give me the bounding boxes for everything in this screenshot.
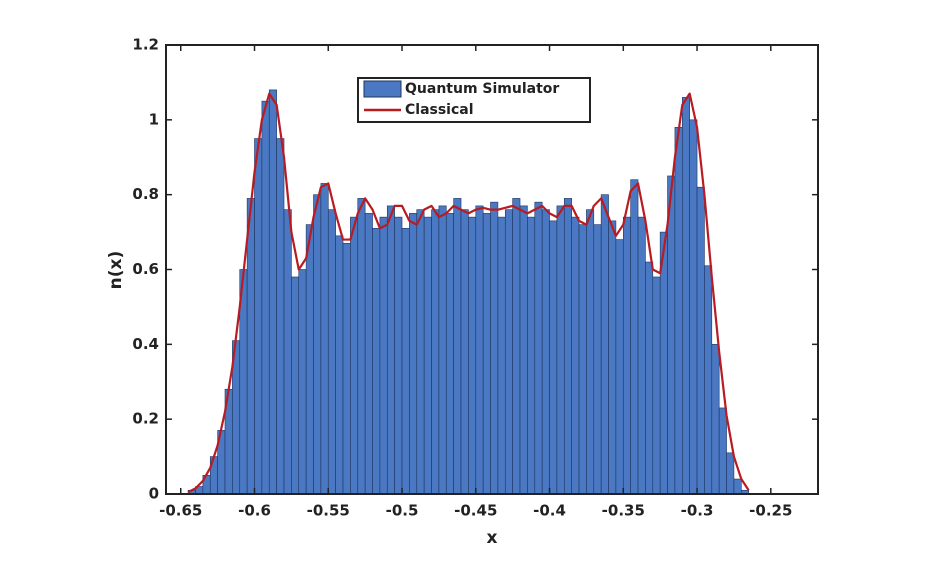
bar	[733, 478, 742, 495]
y-tick-label: 0.6	[132, 260, 159, 278]
bar	[681, 97, 690, 495]
bar	[438, 205, 447, 495]
x-tick-label: -0.35	[602, 502, 645, 520]
legend-swatch	[363, 80, 402, 98]
bar	[504, 209, 513, 495]
x-tick-label: -0.6	[238, 502, 271, 520]
bar	[261, 100, 270, 495]
line	[187, 92, 750, 494]
bar	[696, 186, 705, 495]
bar	[268, 89, 277, 495]
bar	[379, 216, 388, 495]
bar	[608, 220, 617, 495]
bar	[305, 224, 314, 495]
bar	[364, 213, 373, 495]
bar	[342, 243, 351, 495]
y-tick-label: 0	[149, 485, 159, 503]
bar	[704, 265, 713, 495]
bar	[254, 138, 263, 495]
bar	[541, 209, 550, 495]
bar	[527, 216, 536, 495]
y-tick-label: 0.2	[132, 410, 159, 428]
bar	[423, 216, 432, 495]
bar	[519, 205, 528, 495]
bar	[556, 205, 565, 495]
bar	[674, 127, 683, 495]
bar	[711, 344, 720, 495]
bar	[468, 216, 477, 495]
bar	[549, 220, 558, 495]
bar	[431, 209, 440, 495]
bar	[298, 269, 307, 495]
bar	[372, 228, 381, 495]
x-tick-label: -0.25	[749, 502, 792, 520]
bar	[460, 209, 469, 495]
bar	[652, 276, 661, 495]
bar	[246, 198, 255, 495]
bar	[335, 235, 344, 495]
bar	[482, 213, 491, 495]
bar	[512, 198, 521, 495]
bar	[600, 194, 609, 495]
bar	[291, 276, 300, 495]
bar	[718, 407, 727, 495]
bar	[409, 213, 418, 495]
y-tick-label: 0.4	[132, 335, 159, 353]
bar	[475, 205, 484, 495]
bar	[276, 138, 285, 495]
bar	[689, 119, 698, 495]
bar	[313, 194, 322, 495]
bar	[386, 205, 395, 495]
x-axis-label: x	[487, 528, 498, 548]
legend-label: Quantum Simulator	[405, 81, 559, 97]
bar	[578, 224, 587, 495]
bar	[394, 216, 403, 495]
bar	[645, 261, 654, 495]
bar	[593, 224, 602, 495]
bar	[586, 209, 595, 495]
bar	[630, 179, 639, 495]
bar	[357, 198, 366, 495]
x-tick-label: -0.3	[681, 502, 714, 520]
bar	[563, 198, 572, 495]
y-tick-label: 1	[149, 110, 159, 128]
x-tick-label: -0.55	[307, 502, 350, 520]
bar	[571, 216, 580, 495]
bar	[637, 216, 646, 495]
x-tick-label: -0.45	[454, 502, 497, 520]
bar	[726, 452, 735, 495]
y-tick-label: 1.2	[132, 36, 159, 54]
bar	[350, 216, 359, 495]
bar	[283, 209, 292, 495]
x-tick-label: -0.65	[159, 502, 202, 520]
bar	[490, 201, 499, 495]
bar	[445, 213, 454, 495]
bar	[401, 228, 410, 495]
legend-label: Classical	[405, 102, 474, 118]
bar	[497, 216, 506, 495]
bar	[416, 209, 425, 495]
x-tick-label: -0.4	[533, 502, 566, 520]
bar	[453, 198, 462, 495]
bar	[327, 209, 336, 495]
bar	[622, 216, 631, 495]
y-tick-label: 0.8	[132, 185, 159, 203]
y-axis-label: n(x)	[106, 251, 126, 290]
bar	[320, 183, 329, 495]
bar	[615, 239, 624, 495]
x-tick-label: -0.5	[386, 502, 419, 520]
bar	[534, 201, 543, 495]
